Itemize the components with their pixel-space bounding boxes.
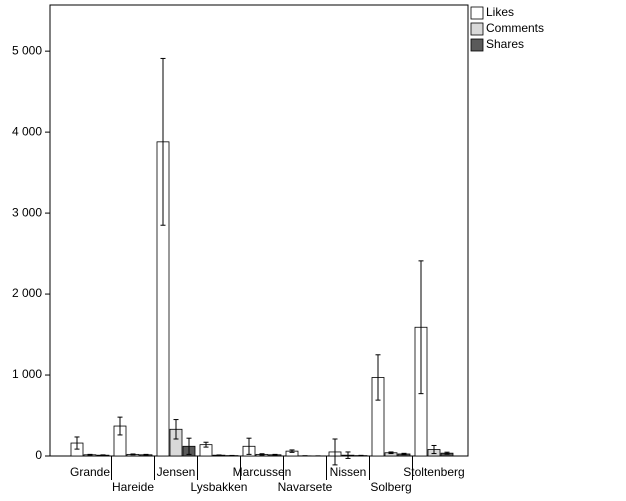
y-tick-label: 5 000 [12,43,42,57]
error-bar [444,451,450,455]
y-tick-label: 4 000 [12,124,42,138]
error-bar [272,453,278,456]
legend-label: Comments [486,21,544,35]
error-bar [186,437,192,455]
legend-swatch [470,38,484,52]
y-tick-label: 2 000 [12,286,42,300]
x-tick-label: Lysbakken [191,480,248,494]
legend-label: Likes [486,5,514,19]
legend-label: Shares [486,37,524,51]
error-bar [431,444,437,455]
x-tick-label: Stoltenberg [403,465,464,479]
x-tick-label: Jensen [157,465,196,479]
legend-swatch [470,6,484,20]
error-bar [173,419,179,440]
x-tick-label: Solberg [370,480,411,494]
y-tick-label: 1 000 [12,367,42,381]
error-bar [418,260,424,395]
error-bar [246,437,252,455]
error-bar [87,453,93,456]
x-tick-label: Marcussen [233,465,292,479]
error-bar [203,441,209,448]
error-bar [74,436,80,450]
error-bar [143,453,149,456]
x-tick-label: Grande [70,465,110,479]
x-tick-label: Navarsete [278,480,333,494]
plot-frame [49,4,469,457]
error-bar [259,453,265,456]
error-bar [289,449,295,453]
y-tick-label: 3 000 [12,205,42,219]
x-tick-label: Hareide [112,480,154,494]
error-bar [160,57,166,226]
y-tick-label: 0 [35,448,42,462]
error-bar [100,454,106,457]
error-bar [388,451,394,455]
x-tick-label: Nissen [330,465,367,479]
error-bar [375,354,381,401]
error-bar [117,416,123,436]
error-bar [345,451,351,459]
error-bar [332,438,338,466]
error-bar [401,452,407,456]
error-bar [130,453,136,456]
legend-swatch [470,22,484,36]
